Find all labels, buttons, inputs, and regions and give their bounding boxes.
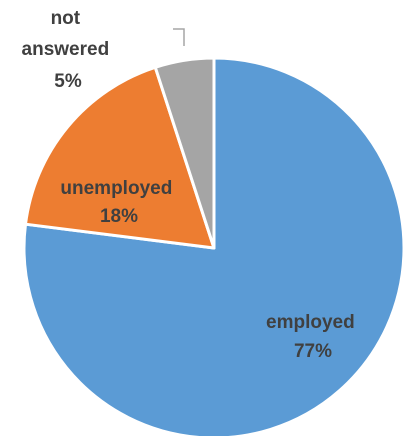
slice-label-employed: employed xyxy=(266,312,355,333)
leader-line-not-answered xyxy=(173,28,185,46)
svg-text:employed 77%: employed 77% xyxy=(266,312,360,362)
slice-value-not-answered: 5% xyxy=(54,71,82,92)
slice-value-employed: 77% xyxy=(294,341,332,362)
slice-label-not-answered-line2: answered xyxy=(22,39,110,60)
pie-slice-not-answered xyxy=(153,56,216,250)
pie-slice-employed xyxy=(22,56,406,436)
pie-slices xyxy=(22,56,406,436)
slice-value-unemployed: 18% xyxy=(100,206,138,227)
slice-labels: employed 77% unemployed 18% not answered… xyxy=(22,8,360,362)
svg-text:unemployed 18%: unemployed 18% xyxy=(60,178,177,227)
slice-label-not-answered-line1: not xyxy=(51,8,81,29)
svg-text:not answered 5%: not answered 5% xyxy=(22,8,115,92)
slice-label-unemployed: unemployed xyxy=(60,178,172,199)
pie-slice-unemployed xyxy=(24,65,216,250)
